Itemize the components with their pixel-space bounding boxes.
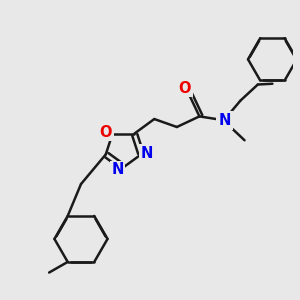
Text: N: N — [218, 113, 231, 128]
Text: N: N — [111, 162, 124, 177]
Text: O: O — [178, 81, 191, 96]
Text: O: O — [100, 125, 112, 140]
Text: N: N — [140, 146, 153, 160]
